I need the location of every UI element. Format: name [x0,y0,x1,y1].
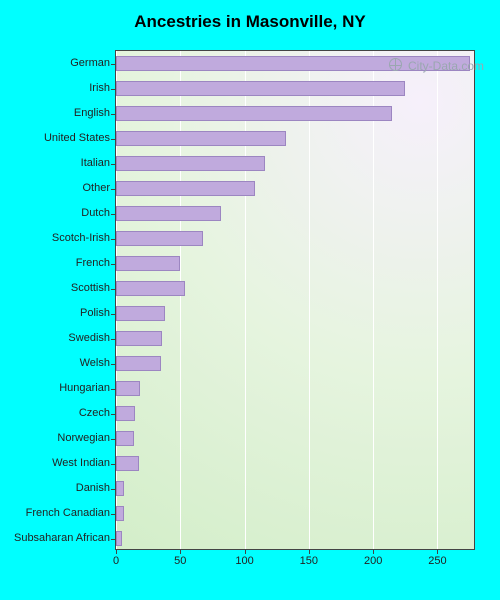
bar [116,256,180,271]
x-tick-label: 0 [113,549,119,567]
y-tick-label: French Canadian [26,507,116,519]
x-tick-label: 100 [235,549,253,567]
bar [116,231,203,246]
y-tick-label: English [74,107,116,119]
bar [116,456,139,471]
bar [116,131,286,146]
bar [116,506,124,521]
grid-line [309,51,310,549]
bar [116,156,265,171]
bar [116,106,392,121]
x-tick-label: 200 [364,549,382,567]
bar [116,56,470,71]
y-tick-label: Welsh [80,357,116,369]
bar [116,406,135,421]
x-tick-label: 150 [300,549,318,567]
bar [116,331,162,346]
bar [116,356,161,371]
y-tick-label: Swedish [68,332,116,344]
y-tick-label: Polish [80,307,116,319]
chart-title: Ancestries in Masonville, NY [0,12,500,32]
y-tick-label: Subsaharan African [14,532,116,544]
y-tick-label: German [70,57,116,69]
y-tick-label: Other [82,182,116,194]
y-tick-label: Dutch [81,207,116,219]
y-tick-label: French [76,257,116,269]
x-tick-label: 250 [428,549,446,567]
plot-area: 050100150200250GermanIrishEnglishUnited … [115,50,475,550]
grid-line [245,51,246,549]
x-tick-label: 50 [174,549,186,567]
y-tick-label: Norwegian [57,432,116,444]
y-tick-label: Scotch-Irish [52,232,116,244]
y-tick-label: Scottish [71,282,116,294]
bar [116,431,134,446]
y-tick-label: West Indian [52,457,116,469]
bar [116,81,405,96]
grid-line [180,51,181,549]
bar [116,531,122,546]
y-tick-label: Danish [76,482,116,494]
grid-line [437,51,438,549]
chart-page: Ancestries in Masonville, NY 05010015020… [0,0,500,600]
y-tick-label: Hungarian [59,382,116,394]
bar [116,181,255,196]
bar [116,281,185,296]
y-tick-label: Czech [79,407,116,419]
bar [116,481,124,496]
y-tick-label: Irish [89,82,116,94]
grid-line [373,51,374,549]
y-tick-label: Italian [81,157,116,169]
bar [116,381,140,396]
bar [116,306,165,321]
bar [116,206,221,221]
y-tick-label: United States [44,132,116,144]
grid-line [116,51,117,549]
